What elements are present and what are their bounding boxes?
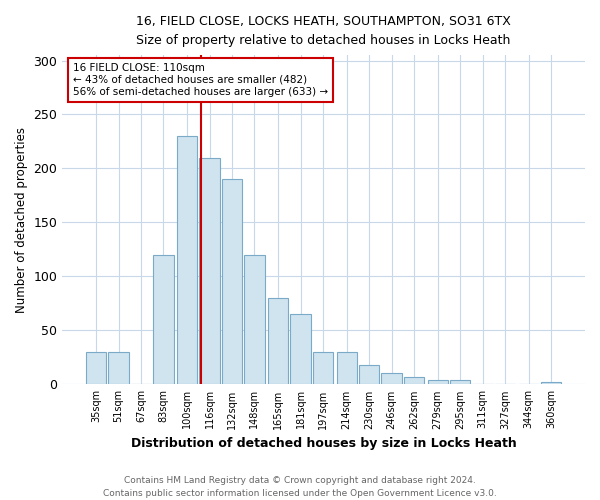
Text: 16 FIELD CLOSE: 110sqm
← 43% of detached houses are smaller (482)
56% of semi-de: 16 FIELD CLOSE: 110sqm ← 43% of detached… <box>73 64 328 96</box>
Bar <box>404 377 424 384</box>
Bar <box>109 352 129 384</box>
Bar <box>313 352 333 384</box>
Bar <box>222 180 242 384</box>
Bar <box>244 255 265 384</box>
Bar <box>86 352 106 384</box>
Bar <box>359 365 379 384</box>
Text: Contains HM Land Registry data © Crown copyright and database right 2024.
Contai: Contains HM Land Registry data © Crown c… <box>103 476 497 498</box>
Bar <box>177 136 197 384</box>
Bar <box>153 255 173 384</box>
Y-axis label: Number of detached properties: Number of detached properties <box>15 127 28 313</box>
Bar <box>450 380 470 384</box>
Bar <box>382 372 401 384</box>
X-axis label: Distribution of detached houses by size in Locks Heath: Distribution of detached houses by size … <box>131 437 517 450</box>
Bar <box>337 352 357 384</box>
Bar <box>290 314 311 384</box>
Bar <box>541 382 561 384</box>
Bar <box>428 380 448 384</box>
Bar <box>199 158 220 384</box>
Title: 16, FIELD CLOSE, LOCKS HEATH, SOUTHAMPTON, SO31 6TX
Size of property relative to: 16, FIELD CLOSE, LOCKS HEATH, SOUTHAMPTO… <box>136 15 511 47</box>
Bar <box>268 298 289 384</box>
